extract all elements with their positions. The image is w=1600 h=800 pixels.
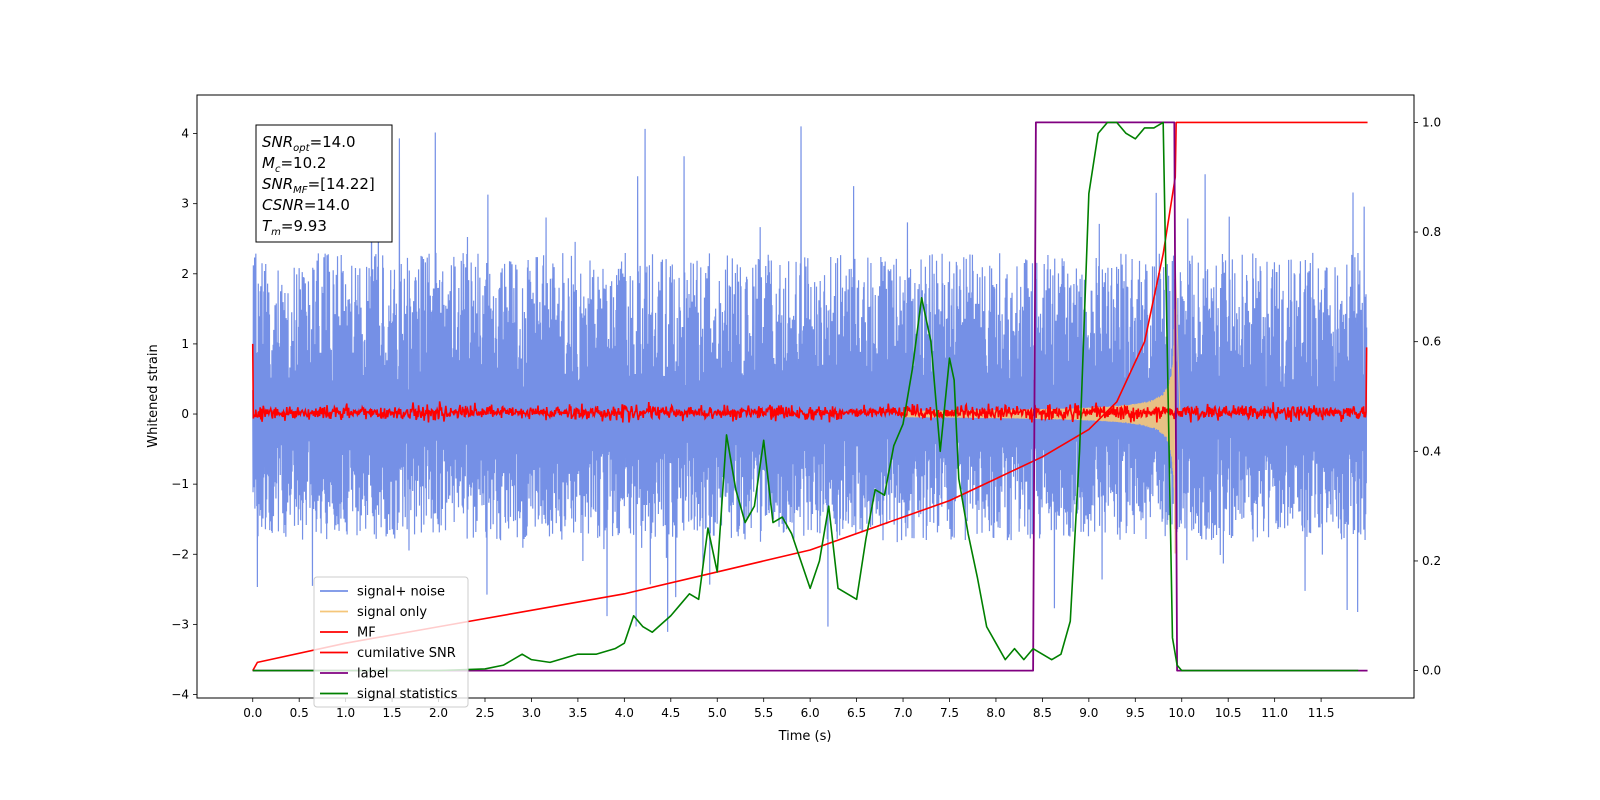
x-tick-label: 3.0 bbox=[522, 706, 541, 720]
annotation-line: CSNR=14.0 bbox=[262, 196, 350, 214]
y-tick-label: 0 bbox=[181, 407, 189, 421]
y-tick-label: −3 bbox=[171, 617, 189, 631]
legend-entry: signal statistics bbox=[357, 687, 458, 702]
x-tick-label: 4.0 bbox=[615, 706, 634, 720]
x-tick-label: 7.5 bbox=[940, 706, 959, 720]
x-tick-label: 0.0 bbox=[243, 706, 262, 720]
legend: signal+ noise signal only MF cumilative SNR… bbox=[313, 576, 469, 708]
y-right-tick-label: 1.0 bbox=[1422, 115, 1441, 129]
series-signal-statistics bbox=[252, 121, 1359, 672]
x-tick-label: 7.0 bbox=[893, 706, 912, 720]
y-tick-label: −1 bbox=[171, 477, 189, 491]
plot-frame bbox=[196, 94, 1415, 699]
x-tick-label: 1.5 bbox=[383, 706, 402, 720]
x-tick-label: 8.5 bbox=[1033, 706, 1052, 720]
y-axis-left: 4 3 2 1 0 −1 −2 −3 −4 bbox=[171, 127, 197, 701]
x-tick-label: 10.5 bbox=[1215, 706, 1242, 720]
x-tick-label: 5.5 bbox=[754, 706, 773, 720]
annotation-line: Tm=9.93 bbox=[262, 217, 327, 238]
x-axis: 0.0 0.5 1.0 1.5 2.0 2.5 3.0 3.5 4.0 4.5 5.0 5.5 6.0 6… bbox=[243, 698, 1334, 720]
y-tick-label: 2 bbox=[181, 267, 189, 281]
y-tick-label: −2 bbox=[171, 547, 189, 561]
series-mf bbox=[251, 343, 1368, 423]
x-tick-label: 2.5 bbox=[475, 706, 494, 720]
y-right-tick-label: 0.8 bbox=[1422, 225, 1441, 239]
y-axis-right: 1.0 0.8 0.6 0.4 0.2 0.0 bbox=[1414, 115, 1441, 678]
y-right-tick-label: 0.2 bbox=[1422, 554, 1441, 568]
x-tick-label: 11.0 bbox=[1261, 706, 1288, 720]
x-tick-label: 11.5 bbox=[1308, 706, 1335, 720]
signal-statistics-line bbox=[252, 121, 1359, 672]
y-tick-label: 1 bbox=[181, 337, 189, 351]
x-tick-label: 6.5 bbox=[847, 706, 866, 720]
x-tick-label: 6.0 bbox=[801, 706, 820, 720]
y-right-tick-label: 0.6 bbox=[1422, 335, 1441, 349]
annotation-box: SNRopt=14.0Mc=10.2SNRMF=[14.22]CSNR=14.0… bbox=[255, 124, 393, 243]
legend-entry: label bbox=[357, 667, 388, 682]
annotation-line: SNRMF=[14.22] bbox=[262, 175, 375, 196]
x-tick-label: 5.0 bbox=[708, 706, 727, 720]
x-tick-label: 4.5 bbox=[661, 706, 680, 720]
x-tick-label: 9.5 bbox=[1126, 706, 1145, 720]
mf-line bbox=[251, 343, 1368, 423]
x-axis-label: Time (s) bbox=[778, 729, 832, 744]
series-signal-noise bbox=[252, 126, 1368, 632]
x-tick-label: 8.0 bbox=[986, 706, 1005, 720]
signal-noise-line bbox=[252, 126, 1368, 632]
x-tick-label: 1.0 bbox=[336, 706, 355, 720]
y-tick-label: 4 bbox=[181, 127, 189, 141]
y-tick-label: −4 bbox=[171, 687, 189, 701]
x-tick-label: 10.0 bbox=[1168, 706, 1195, 720]
annotation-line: SNRopt=14.0 bbox=[262, 133, 356, 154]
legend-entry: cumilative SNR bbox=[357, 646, 456, 661]
legend-entry: MF bbox=[357, 626, 376, 641]
y-right-tick-label: 0.4 bbox=[1422, 444, 1441, 458]
y-axis-label: Whitened strain bbox=[146, 344, 161, 447]
legend-entry: signal only bbox=[357, 605, 427, 620]
x-tick-label: 9.0 bbox=[1079, 706, 1098, 720]
x-tick-label: 3.5 bbox=[568, 706, 587, 720]
y-right-tick-label: 0.0 bbox=[1422, 664, 1441, 678]
x-tick-label: 0.5 bbox=[290, 706, 309, 720]
legend-entry: signal+ noise bbox=[357, 585, 445, 600]
x-tick-label: 2.0 bbox=[429, 706, 448, 720]
annotation-line: Mc=10.2 bbox=[262, 154, 326, 175]
y-tick-label: 3 bbox=[181, 197, 189, 211]
